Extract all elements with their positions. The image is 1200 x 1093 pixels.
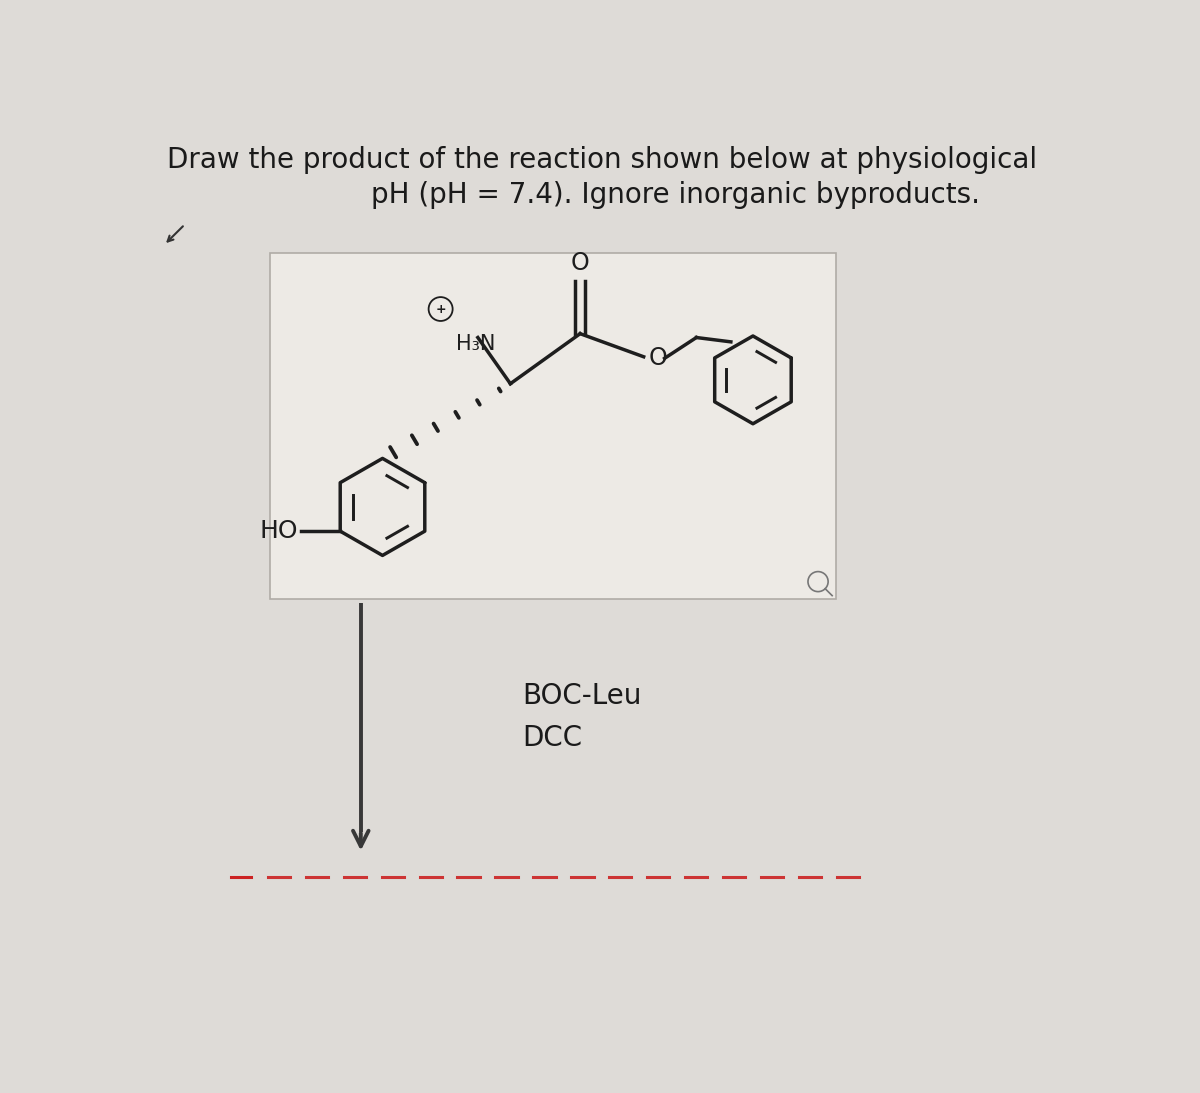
Text: H₃N: H₃N: [456, 333, 496, 354]
Text: DCC: DCC: [522, 724, 582, 752]
Text: Draw the product of the reaction shown below at physiological: Draw the product of the reaction shown b…: [167, 146, 1037, 175]
Text: O: O: [649, 346, 668, 371]
Text: +: +: [436, 303, 446, 316]
Bar: [270, 252, 836, 599]
Text: O: O: [571, 251, 589, 275]
Text: pH (pH = 7.4). Ignore inorganic byproducts.: pH (pH = 7.4). Ignore inorganic byproduc…: [371, 181, 980, 209]
Text: BOC-Leu: BOC-Leu: [522, 682, 641, 709]
Text: HO: HO: [259, 519, 298, 543]
